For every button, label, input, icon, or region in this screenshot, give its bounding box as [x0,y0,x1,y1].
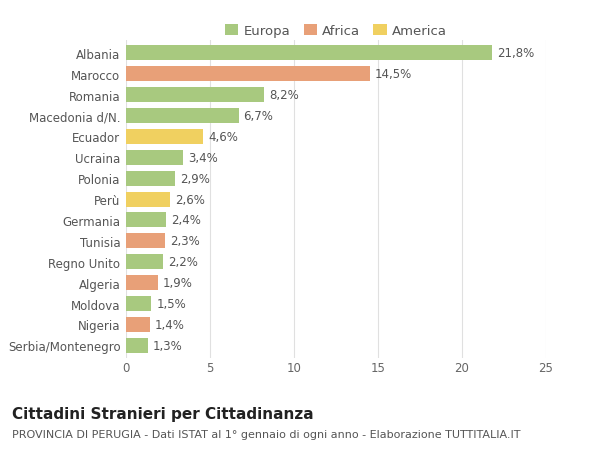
Text: 21,8%: 21,8% [497,47,535,60]
Bar [126,171,175,186]
Bar [126,46,492,62]
Text: 1,9%: 1,9% [163,276,193,290]
Text: Cittadini Stranieri per Cittadinanza: Cittadini Stranieri per Cittadinanza [12,406,314,421]
Bar [126,109,239,124]
Text: 2,2%: 2,2% [168,256,198,269]
Bar [126,151,183,166]
Text: 2,6%: 2,6% [175,193,205,206]
Bar [126,234,164,249]
Bar [126,213,166,228]
Text: 4,6%: 4,6% [208,131,238,144]
Bar [126,275,158,291]
Bar [126,67,370,82]
Text: 3,4%: 3,4% [188,151,218,164]
Text: 2,9%: 2,9% [180,172,209,185]
Text: 1,4%: 1,4% [155,318,184,331]
Text: 14,5%: 14,5% [374,68,412,81]
Text: 6,7%: 6,7% [244,110,274,123]
Legend: Europa, Africa, America: Europa, Africa, America [220,19,452,43]
Bar [126,338,148,353]
Text: PROVINCIA DI PERUGIA - Dati ISTAT al 1° gennaio di ogni anno - Elaborazione TUTT: PROVINCIA DI PERUGIA - Dati ISTAT al 1° … [12,429,521,439]
Bar [126,129,203,145]
Text: 8,2%: 8,2% [269,89,299,102]
Text: 2,4%: 2,4% [172,214,201,227]
Text: 1,3%: 1,3% [153,339,182,352]
Bar [126,88,264,103]
Text: 1,5%: 1,5% [156,297,186,310]
Bar [126,255,163,270]
Bar [126,317,149,332]
Text: 2,3%: 2,3% [170,235,199,248]
Bar [126,297,151,311]
Bar [126,192,170,207]
